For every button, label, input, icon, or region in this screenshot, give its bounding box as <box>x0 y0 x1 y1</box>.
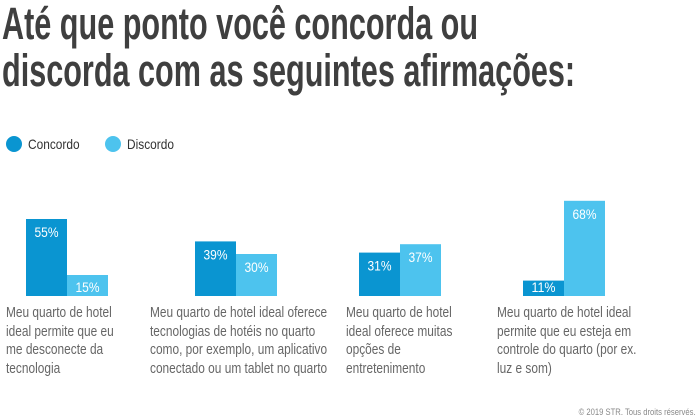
data-label-discordo-2: 30% <box>245 259 269 275</box>
category-label-line: Meu quarto de hotel <box>6 305 112 321</box>
legend: Concordo Discordo <box>6 136 178 152</box>
data-label-concordo-1: 55% <box>35 224 59 240</box>
category-label-line: opções de <box>346 342 401 358</box>
category-label-line: Meu quarto de hotel ideal oferece <box>150 305 328 321</box>
bar-discordo-4 <box>564 200 605 296</box>
category-label-line: Meu quarto de hotel ideal <box>497 305 632 321</box>
legend-swatch-discordo <box>104 136 121 152</box>
data-label-discordo-3: 37% <box>409 249 433 265</box>
chart-title-line-2: discorda com as seguintes afirmações: <box>2 45 576 96</box>
chart-title-line-1: Até que ponto você concorda ou <box>2 0 479 49</box>
bar-discordo-2 <box>236 254 277 296</box>
data-label-concordo-4: 11% <box>532 279 556 295</box>
bar-discordo-1 <box>67 275 108 296</box>
bar-concordo-2 <box>195 241 236 296</box>
category-label-line: luz e som) <box>497 360 552 377</box>
category-label-line: tecnologias de hotéis no quarto <box>150 323 316 340</box>
data-label-discordo-1: 15% <box>76 279 100 295</box>
category-label-line: Meu quarto de hotel <box>346 305 452 321</box>
legend-label-concordo: Concordo <box>28 136 80 152</box>
data-label-concordo-2: 39% <box>204 246 228 262</box>
category-label-3: Meu quarto de hotel ideal oferece muitas o… <box>346 304 452 378</box>
category-label-line: como, por exemplo, um aplicativo <box>150 342 328 358</box>
chart-title: Até que ponto você concorda ou discorda … <box>2 0 682 94</box>
category-label-line: entretenimento <box>346 360 426 377</box>
category-label-2: Meu quarto de hotel ideal oferece tecnolo… <box>150 304 327 378</box>
data-label-discordo-4: 68% <box>573 206 597 222</box>
category-label-4: Meu quarto de hotel ideal permite que eu … <box>497 304 636 378</box>
category-label-1: Meu quarto de hotel ideal permite que eu m… <box>6 304 114 378</box>
bar-discordo-3 <box>400 244 441 296</box>
legend-label-discordo: Discordo <box>126 136 174 152</box>
category-label-line: ideal permite que eu <box>6 323 114 340</box>
category-label-line: controle do quarto (por ex. <box>497 342 637 358</box>
data-label-concordo-3: 31% <box>368 258 392 274</box>
copyright-footer: © 2019 STR. Tous droits réservés. <box>579 407 696 417</box>
bar-concordo-4 <box>523 280 564 296</box>
bar-concordo-3 <box>359 252 400 296</box>
category-label-line: tecnologia <box>6 360 61 377</box>
category-label-line: permite que eu esteja em <box>497 323 632 340</box>
legend-swatch-concordo <box>6 136 22 152</box>
bar-concordo-1 <box>26 219 67 296</box>
category-label-line: conectado ou um tablet no quarto <box>150 360 328 377</box>
category-label-line: ideal oferece muitas <box>346 323 453 340</box>
category-label-line: me desconecte da <box>6 342 104 358</box>
